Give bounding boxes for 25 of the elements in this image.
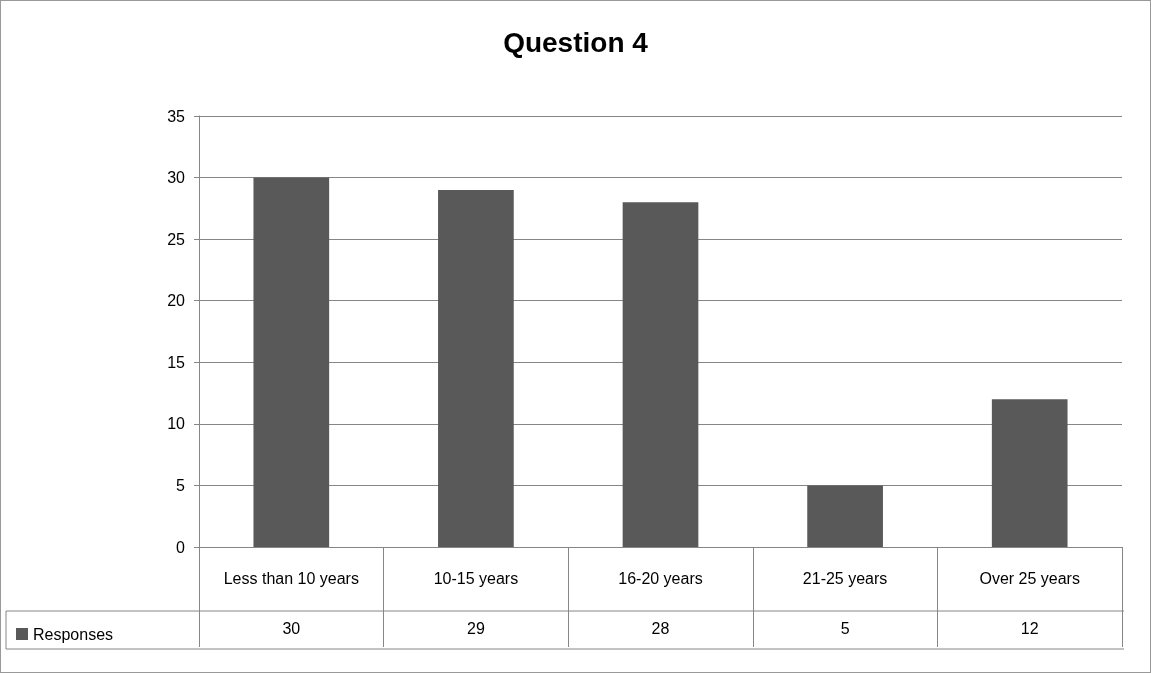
y-tick-label: 25 [167, 230, 186, 248]
data-label: 28 [651, 619, 670, 637]
data-label: 29 [467, 619, 485, 637]
bar [438, 189, 514, 547]
x-tick-label: Over 25 years [979, 569, 1080, 587]
x-tick-label: 16-20 years [618, 569, 703, 587]
x-tick-label: 21-25 years [802, 569, 888, 587]
bar [622, 202, 699, 547]
chart-title: Question 4 [503, 26, 649, 58]
y-tick-label: 30 [167, 169, 186, 187]
x-tick-label: Less than 10 years [223, 569, 359, 587]
bar [991, 399, 1068, 547]
bar [807, 485, 883, 547]
bar [253, 177, 330, 547]
y-tick-label: 5 [176, 476, 186, 494]
y-tick-label: 10 [167, 415, 186, 433]
data-label: 5 [840, 619, 850, 637]
y-tick-label: 35 [167, 107, 186, 125]
y-tick-label: 20 [167, 292, 186, 310]
y-tick-label: 0 [176, 538, 186, 556]
data-label: 30 [282, 619, 301, 637]
x-tick-label: 10-15 years [433, 569, 519, 587]
y-tick-label: 15 [167, 353, 186, 371]
legend-label: Responses [33, 625, 114, 643]
data-label: 12 [1020, 619, 1039, 637]
